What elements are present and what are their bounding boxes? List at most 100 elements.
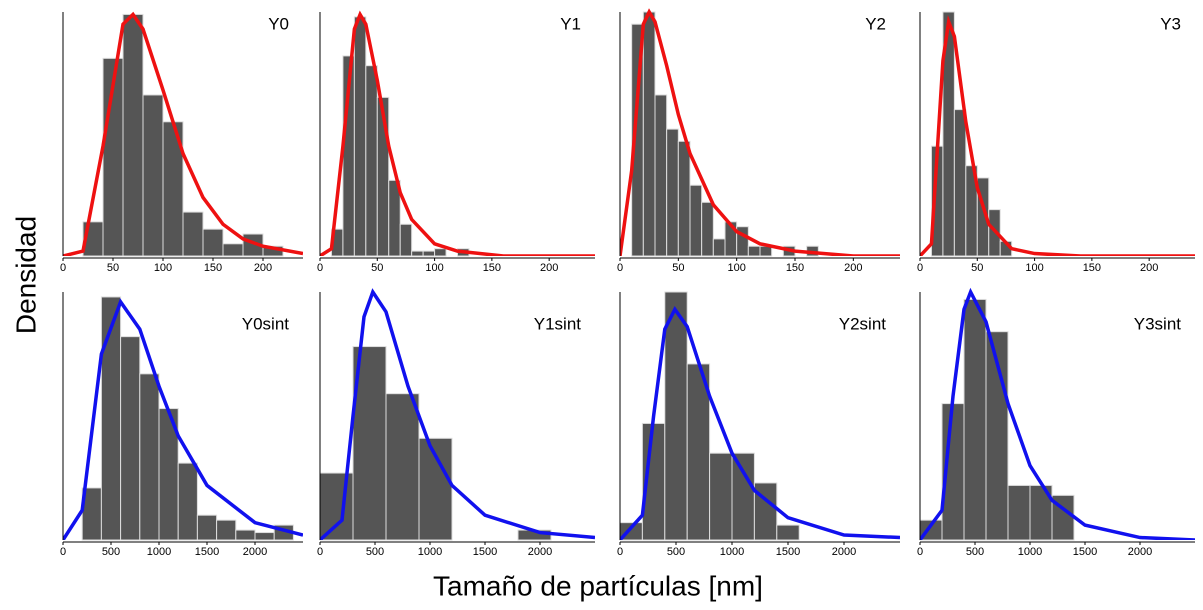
panel: 0 500 1000 1500 2000 Y1sint: [317, 288, 595, 558]
panel: 0 500 1000 1500 2000 Y3sint: [917, 287, 1195, 558]
x-tick-label: 0: [317, 262, 323, 274]
fit-curve: [920, 287, 1195, 540]
x-tick-label: 150: [204, 262, 222, 274]
bar: [388, 179, 401, 257]
x-tick-label: 100: [727, 262, 745, 274]
bar: [235, 529, 256, 541]
bar: [100, 296, 122, 541]
x-tick-label: 1000: [1018, 546, 1042, 558]
bar: [352, 346, 387, 541]
bar: [776, 524, 800, 541]
fit-curve: [620, 305, 900, 540]
x-tick-label: 0: [617, 262, 623, 274]
panel-title: Y2: [865, 14, 886, 33]
bar: [353, 16, 367, 257]
bar: [666, 128, 679, 257]
x-tick-label: 200: [1140, 262, 1158, 274]
x-tick-label: 1500: [473, 546, 497, 558]
bar: [399, 223, 413, 257]
bar: [139, 373, 160, 541]
x-tick-label: 0: [60, 262, 66, 274]
x-tick-label: 100: [154, 262, 172, 274]
x-tick-label: 2000: [243, 546, 267, 558]
x-tick-label: 1500: [195, 546, 219, 558]
bar: [222, 243, 244, 257]
panel: 0 50 100 150 200 Y1: [317, 10, 595, 274]
bar: [411, 250, 424, 257]
panel-title: Y0: [268, 14, 289, 33]
panel-title: Y3sint: [1134, 314, 1182, 333]
bar: [689, 184, 703, 257]
bar: [701, 201, 714, 257]
panel-title: Y1: [560, 14, 581, 33]
bar: [122, 13, 144, 257]
x-tick-label: 50: [672, 262, 684, 274]
bar: [319, 472, 354, 541]
x-tick-label: 2000: [1128, 546, 1152, 558]
bar: [376, 96, 390, 257]
x-tick-label: 500: [667, 546, 685, 558]
bar: [177, 462, 198, 541]
x-axis-label: Tamaño de partículas [nm]: [433, 570, 763, 601]
x-tick-label: 100: [1025, 262, 1043, 274]
bar: [434, 248, 447, 257]
x-tick-label: 1500: [1073, 546, 1097, 558]
x-tick-label: 50: [107, 262, 119, 274]
panel-title: Y0sint: [242, 314, 290, 333]
bar: [747, 245, 761, 257]
bar: [196, 514, 218, 541]
bar: [1007, 484, 1031, 541]
x-tick-label: 1000: [147, 546, 171, 558]
bar: [202, 228, 224, 257]
bar: [731, 452, 755, 541]
panel: 0 50 100 150 200 Y3: [917, 11, 1195, 274]
x-tick-label: 150: [483, 262, 501, 274]
fit-curve: [320, 10, 595, 256]
fit-curve: [920, 14, 1195, 256]
panel: 0 500 1000 1500 2000 Y2sint: [617, 291, 900, 558]
fit-curve: [63, 298, 303, 540]
x-tick-label: 200: [844, 262, 862, 274]
panel-title: Y3: [1160, 14, 1181, 33]
x-tick-label: 200: [254, 262, 272, 274]
x-tick-label: 500: [102, 546, 120, 558]
panel: 0 500 1000 1500 2000 Y0sint: [60, 292, 303, 558]
x-tick-label: 2000: [832, 546, 856, 558]
x-tick-label: 50: [971, 262, 983, 274]
fit-curve: [63, 11, 303, 256]
bar: [759, 245, 773, 257]
fit-curve: [320, 288, 595, 540]
x-tick-label: 500: [366, 546, 384, 558]
x-tick-label: 0: [917, 262, 923, 274]
bar: [953, 109, 967, 257]
x-tick-label: 0: [317, 546, 323, 558]
bar: [963, 298, 987, 541]
x-tick-label: 1000: [418, 546, 442, 558]
panel: 0 50 100 150 200 Y0: [60, 11, 303, 274]
panel-title: Y2sint: [839, 314, 887, 333]
bar: [664, 291, 688, 541]
x-tick-label: 500: [966, 546, 984, 558]
x-tick-label: 0: [617, 546, 623, 558]
x-tick-label: 200: [540, 262, 558, 274]
bar: [216, 519, 237, 541]
bar: [422, 250, 436, 257]
panel-title: Y1sint: [534, 314, 582, 333]
x-tick-label: 1000: [720, 546, 744, 558]
bar: [182, 211, 204, 257]
x-tick-label: 2000: [528, 546, 552, 558]
bar: [254, 532, 275, 541]
fit-curve: [620, 8, 900, 256]
x-tick-label: 0: [60, 546, 66, 558]
bar: [142, 94, 164, 257]
bar: [753, 482, 778, 541]
bar: [709, 452, 733, 541]
x-tick-label: 1500: [776, 546, 800, 558]
x-tick-label: 50: [371, 262, 383, 274]
y-axis-label: Densidad: [10, 216, 41, 334]
bar: [736, 226, 749, 257]
bar: [120, 336, 141, 541]
bar: [385, 393, 420, 541]
bar: [642, 11, 656, 257]
